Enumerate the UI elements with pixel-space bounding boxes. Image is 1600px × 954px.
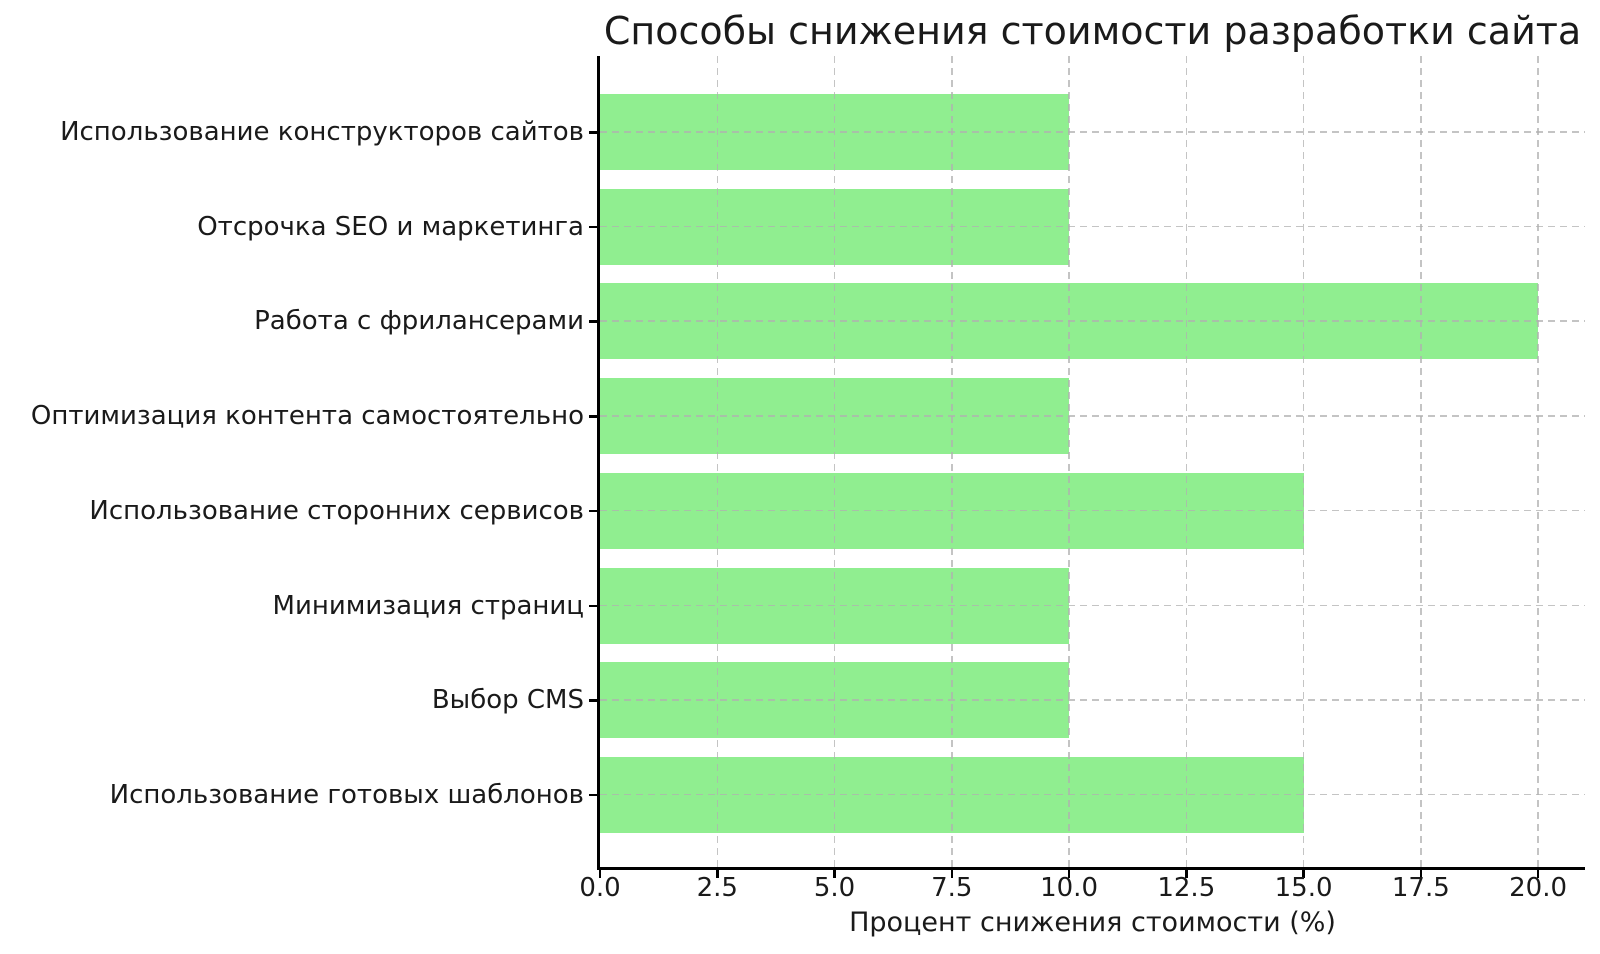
x-axis-tick <box>950 870 954 878</box>
v-gridline <box>833 56 836 867</box>
y-axis-spine <box>597 56 600 870</box>
y-axis-category-label: Минимизация страниц <box>272 590 584 621</box>
h-gridline <box>600 793 1585 796</box>
y-axis-tick <box>589 699 597 702</box>
y-axis-tick <box>589 131 597 134</box>
v-gridline <box>951 56 953 867</box>
x-axis-tick-label: 15.0 <box>1274 873 1333 903</box>
y-axis-category-label: Отсрочка SEO и маркетинга <box>197 211 584 242</box>
y-axis-tick <box>589 225 597 229</box>
x-axis-tick-label: 17.5 <box>1391 873 1450 903</box>
v-gridline <box>1420 56 1422 867</box>
x-axis-tick <box>716 870 719 878</box>
x-axis-tick <box>1302 870 1305 878</box>
h-gridline <box>600 604 1585 606</box>
y-axis-category-label: Выбор CMS <box>431 685 584 716</box>
x-axis-tick-label: 10.0 <box>1040 873 1098 903</box>
y-axis-category-label: Работа с фрилансерами <box>254 306 584 337</box>
h-gridline <box>600 225 1585 228</box>
x-axis-tick-label: 20.0 <box>1509 873 1568 903</box>
h-gridline <box>600 415 1585 417</box>
x-axis-label: Процент снижения стоимости (%) <box>849 907 1336 938</box>
v-gridline <box>716 56 718 867</box>
x-axis-tick <box>1067 870 1071 878</box>
x-axis-tick-label: 7.5 <box>931 873 973 903</box>
y-axis-category-label: Оптимизация контента самостоятельно <box>30 401 584 432</box>
v-gridline <box>1068 56 1070 867</box>
x-axis-tick <box>833 870 836 878</box>
y-axis-tick <box>589 320 597 323</box>
x-axis-tick-label: 12.5 <box>1157 873 1216 903</box>
h-gridline <box>600 131 1585 133</box>
x-axis-tick <box>1536 870 1540 878</box>
h-gridline <box>600 509 1585 512</box>
y-axis-category-label: Использование готовых шаблонов <box>109 779 584 810</box>
chart-title: Способы снижения стоимости разработки са… <box>603 9 1582 53</box>
y-axis-tick <box>589 415 597 418</box>
x-axis-tick <box>1419 870 1423 878</box>
x-axis-tick <box>1185 870 1188 878</box>
y-axis-tick <box>589 793 597 797</box>
v-gridline <box>1302 56 1305 867</box>
v-gridline <box>1185 56 1188 867</box>
y-axis-category-label: Использование сторонних сервисов <box>89 495 584 526</box>
y-axis-tick <box>589 604 597 607</box>
x-axis-spine <box>597 867 1585 870</box>
x-axis-tick-label: 2.5 <box>696 873 738 903</box>
x-axis-tick-label: 0.0 <box>579 873 621 903</box>
y-axis-tick <box>589 509 597 513</box>
x-axis-tick <box>598 870 602 878</box>
h-gridline <box>600 320 1585 322</box>
v-gridline <box>1537 56 1539 867</box>
h-gridline <box>600 699 1585 701</box>
y-axis-category-label: Использование конструкторов сайтов <box>60 117 584 147</box>
x-axis-tick-label: 5.0 <box>813 873 856 903</box>
